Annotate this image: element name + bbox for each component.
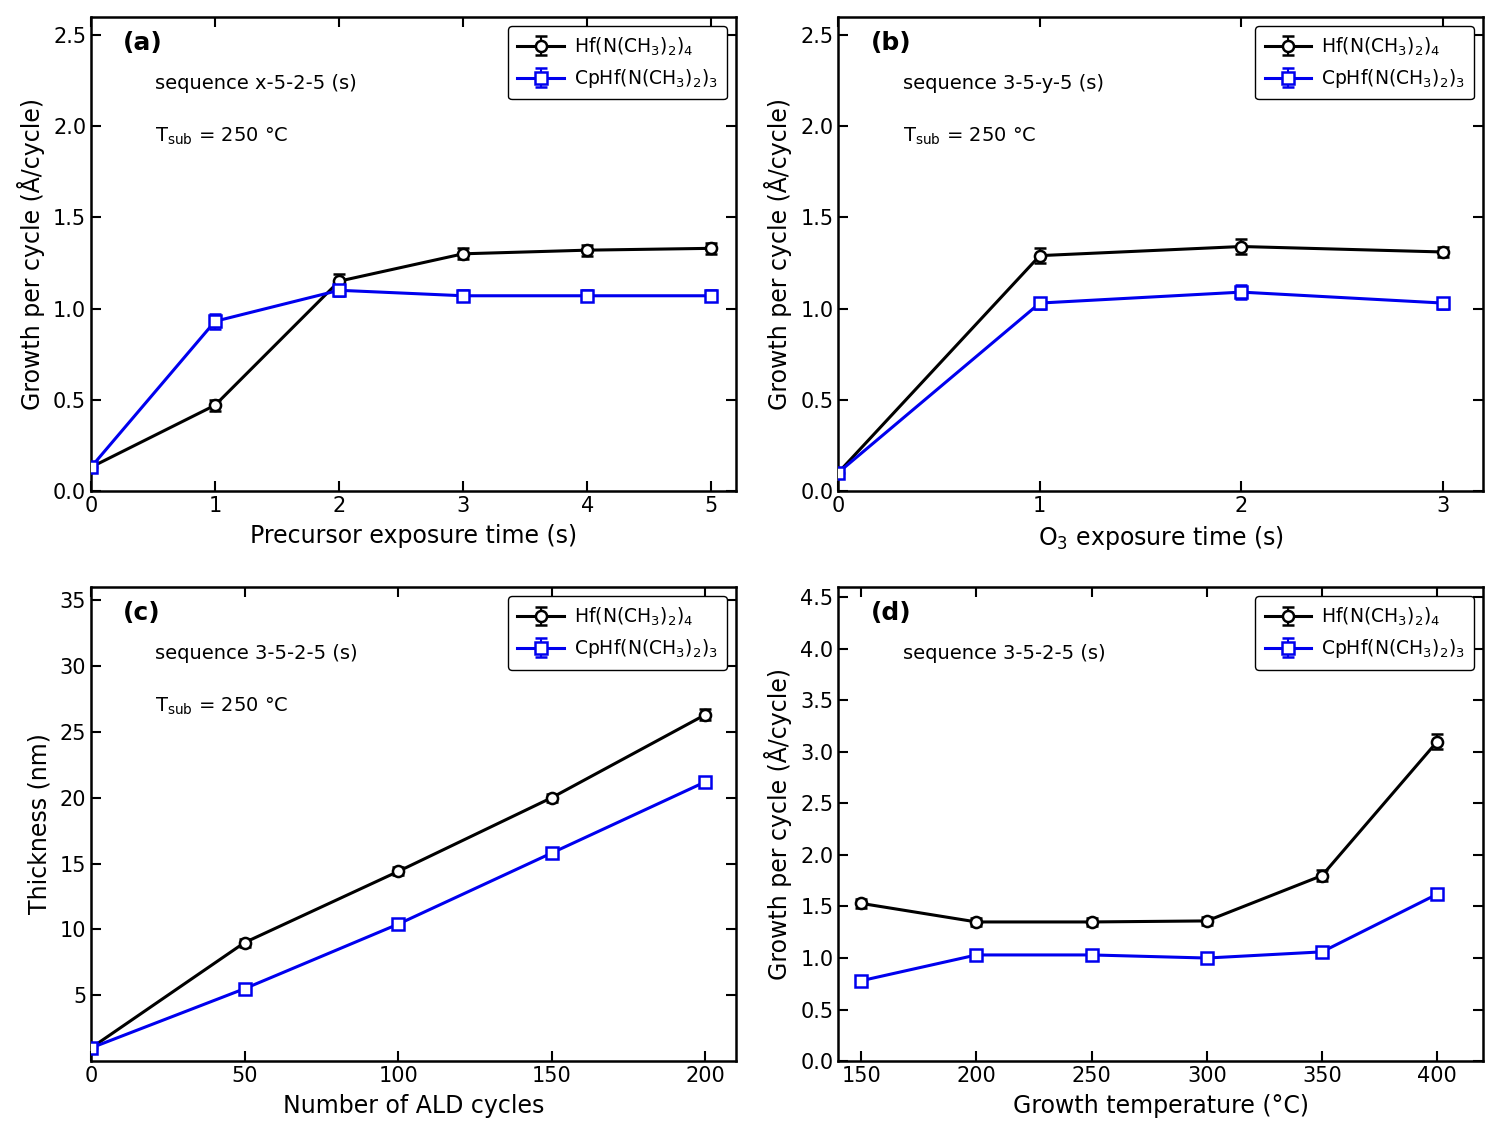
- Legend: Hf(N(CH$_3$)$_2$)$_4$, CpHf(N(CH$_3$)$_2$)$_3$: Hf(N(CH$_3$)$_2$)$_4$, CpHf(N(CH$_3$)$_2…: [1256, 596, 1474, 670]
- X-axis label: Precursor exposure time (s): Precursor exposure time (s): [251, 524, 578, 548]
- Text: T$_{\mathrm{sub}}$ = 250 °C: T$_{\mathrm{sub}}$ = 250 °C: [156, 126, 290, 148]
- Text: (b): (b): [870, 31, 910, 54]
- Text: T$_{\mathrm{sub}}$ = 250 °C: T$_{\mathrm{sub}}$ = 250 °C: [903, 126, 1036, 148]
- Y-axis label: Growth per cycle (Å/cycle): Growth per cycle (Å/cycle): [16, 98, 45, 410]
- X-axis label: Number of ALD cycles: Number of ALD cycles: [284, 1094, 544, 1118]
- Text: (c): (c): [123, 602, 160, 625]
- Y-axis label: Growth per cycle (Å/cycle): Growth per cycle (Å/cycle): [764, 98, 792, 410]
- X-axis label: O$_3$ exposure time (s): O$_3$ exposure time (s): [1038, 524, 1284, 552]
- X-axis label: Growth temperature (°C): Growth temperature (°C): [1013, 1094, 1310, 1118]
- Text: sequence 3-5-y-5 (s): sequence 3-5-y-5 (s): [903, 74, 1104, 93]
- Legend: Hf(N(CH$_3$)$_2$)$_4$, CpHf(N(CH$_3$)$_2$)$_3$: Hf(N(CH$_3$)$_2$)$_4$, CpHf(N(CH$_3$)$_2…: [509, 596, 726, 670]
- Legend: Hf(N(CH$_3$)$_2$)$_4$, CpHf(N(CH$_3$)$_2$)$_3$: Hf(N(CH$_3$)$_2$)$_4$, CpHf(N(CH$_3$)$_2…: [509, 26, 726, 100]
- Y-axis label: Growth per cycle (Å/cycle): Growth per cycle (Å/cycle): [764, 669, 792, 980]
- Text: sequence 3-5-2-5 (s): sequence 3-5-2-5 (s): [903, 644, 1106, 663]
- Text: (d): (d): [870, 602, 910, 625]
- Y-axis label: Thickness (nm): Thickness (nm): [27, 733, 51, 915]
- Text: T$_{\mathrm{sub}}$ = 250 °C: T$_{\mathrm{sub}}$ = 250 °C: [156, 696, 290, 717]
- Text: sequence x-5-2-5 (s): sequence x-5-2-5 (s): [156, 74, 357, 93]
- Text: sequence 3-5-2-5 (s): sequence 3-5-2-5 (s): [156, 644, 358, 663]
- Legend: Hf(N(CH$_3$)$_2$)$_4$, CpHf(N(CH$_3$)$_2$)$_3$: Hf(N(CH$_3$)$_2$)$_4$, CpHf(N(CH$_3$)$_2…: [1256, 26, 1474, 100]
- Text: (a): (a): [123, 31, 164, 54]
